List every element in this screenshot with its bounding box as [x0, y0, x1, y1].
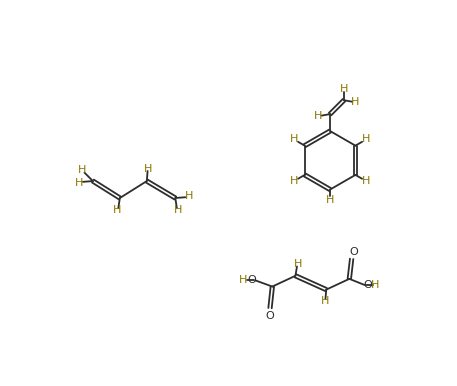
Text: H: H	[185, 191, 193, 201]
Text: H: H	[326, 195, 334, 205]
Text: H: H	[320, 296, 329, 306]
Text: H: H	[372, 280, 380, 290]
Text: H: H	[78, 165, 86, 175]
Text: H: H	[340, 85, 348, 95]
Text: O: O	[350, 247, 358, 257]
Text: O: O	[266, 311, 274, 321]
Text: O: O	[247, 275, 256, 285]
Text: H: H	[293, 259, 302, 269]
Text: H: H	[144, 164, 153, 174]
Text: H: H	[290, 176, 298, 186]
Text: H: H	[362, 134, 370, 144]
Text: H: H	[351, 97, 360, 107]
Text: H: H	[239, 275, 247, 285]
Text: H: H	[314, 111, 323, 120]
Text: H: H	[173, 205, 182, 215]
Text: H: H	[290, 134, 298, 144]
Text: H: H	[362, 176, 370, 186]
Text: H: H	[75, 178, 83, 188]
Text: H: H	[113, 205, 122, 215]
Text: O: O	[363, 280, 372, 290]
